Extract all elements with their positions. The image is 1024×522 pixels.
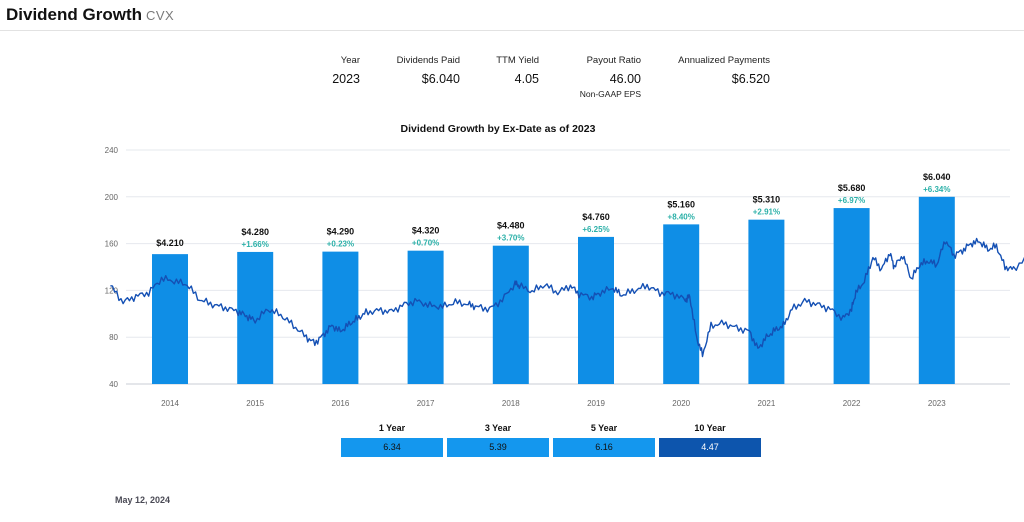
bar-value-label: $6.040: [923, 172, 951, 182]
x-tick-label: 2016: [332, 399, 350, 408]
x-tick-label: 2022: [843, 399, 861, 408]
bar-growth-label: +6.97%: [838, 196, 865, 205]
stat-label: Payout Ratio: [586, 55, 641, 66]
cagr-value: 6.16: [553, 438, 655, 457]
bar-value-label: $4.210: [156, 238, 184, 248]
cagr-label: 10 Year: [694, 423, 726, 433]
cagr-label: 5 Year: [590, 423, 618, 433]
dividend-bar: [322, 251, 359, 384]
bar-value-label: $4.280: [241, 227, 269, 237]
stat-sub-label: Non-GAAP EPS: [579, 89, 641, 99]
y-tick-label: 160: [105, 240, 119, 249]
dividend-bar: [918, 196, 955, 384]
dividend-bar: [833, 208, 870, 384]
bar-value-label: $4.760: [582, 212, 610, 222]
x-tick-label: 2019: [587, 399, 605, 408]
bar-value-label: $5.310: [753, 195, 781, 205]
stat-year: Year 2023: [314, 55, 360, 86]
cagr-value: 5.39: [447, 438, 549, 457]
bar-growth-label: +3.70%: [497, 234, 524, 243]
y-tick-label: 200: [105, 193, 119, 202]
cagr-value: 6.34: [341, 438, 443, 457]
stat-payout-ratio: Payout Ratio 46.00 Non-GAAP EPS: [560, 55, 641, 99]
cagr-1-year: 1 Year 6.34: [341, 423, 443, 457]
dividend-bar: [492, 245, 529, 384]
cagr-label: 1 Year: [378, 423, 406, 433]
x-tick-label: 2020: [672, 399, 690, 408]
chart-title: Dividend Growth by Ex-Date as of 2023: [401, 123, 596, 135]
bar-growth-label: +6.25%: [582, 225, 609, 234]
as-of-date: May 12, 2024: [115, 495, 171, 505]
page-header: Dividend Growth CVX: [0, 0, 1024, 31]
stat-value: $6.520: [731, 72, 770, 86]
dividend-growth-chart: Dividend Growth by Ex-Date as of 2023 240…: [105, 123, 1024, 408]
dividend-bar: [663, 224, 700, 384]
stat-annualized-payments: Annualized Payments $6.520: [660, 55, 770, 86]
y-tick-label: 80: [109, 333, 118, 342]
x-tick-label: 2014: [161, 399, 179, 408]
dividend-bar: [152, 254, 188, 384]
stat-label: Dividends Paid: [396, 55, 460, 66]
stat-value: 4.05: [514, 72, 539, 86]
stat-label: Annualized Payments: [678, 55, 770, 66]
stat-label: TTM Yield: [496, 55, 539, 66]
y-tick-label: 40: [109, 380, 118, 389]
bar-growth-label: +2.91%: [753, 208, 780, 217]
x-tick-label: 2018: [502, 399, 520, 408]
bar-value-label: $4.480: [497, 221, 525, 231]
stat-label: Year: [340, 55, 360, 66]
bar-growth-label: +6.34%: [923, 185, 950, 194]
cagr-5-year: 5 Year 6.16: [553, 423, 655, 457]
page-title: Dividend Growth CVX: [6, 5, 174, 25]
ticker-symbol: CVX: [146, 8, 175, 23]
dividend-bar: [578, 236, 614, 384]
cagr-10-year: 10 Year 4.47: [659, 423, 761, 457]
stat-dividends-paid: Dividends Paid $6.040: [380, 55, 460, 86]
x-tick-label: 2023: [928, 399, 946, 408]
price-line: [110, 237, 1024, 358]
bar-value-label: $4.320: [412, 226, 440, 236]
stat-ttm-yield: TTM Yield 4.05: [480, 55, 539, 86]
bar-growth-label: +0.23%: [327, 240, 354, 249]
cagr-3-year: 3 Year 5.39: [447, 423, 549, 457]
dividend-bar: [748, 219, 785, 384]
cagr-value: 4.47: [659, 438, 761, 457]
bar-value-label: $4.290: [327, 227, 355, 237]
dividend-bar: [407, 250, 444, 384]
stat-value: $6.040: [421, 72, 460, 86]
x-tick-label: 2015: [246, 399, 264, 408]
x-tick-label: 2017: [417, 399, 435, 408]
stat-value: 2023: [332, 72, 360, 86]
cagr-label: 3 Year: [484, 423, 512, 433]
dividend-bar: [237, 251, 274, 384]
y-tick-label: 240: [105, 146, 119, 155]
bar-growth-label: +8.40%: [668, 212, 695, 221]
bar-growth-label: +0.70%: [412, 239, 439, 248]
x-tick-label: 2021: [758, 399, 776, 408]
y-tick-label: 120: [105, 286, 119, 295]
bar-value-label: $5.680: [838, 183, 866, 193]
bar-value-label: $5.160: [667, 199, 695, 209]
title-text: Dividend Growth: [6, 5, 142, 24]
stat-value: 46.00: [609, 72, 641, 86]
bar-growth-label: +1.66%: [242, 240, 269, 249]
